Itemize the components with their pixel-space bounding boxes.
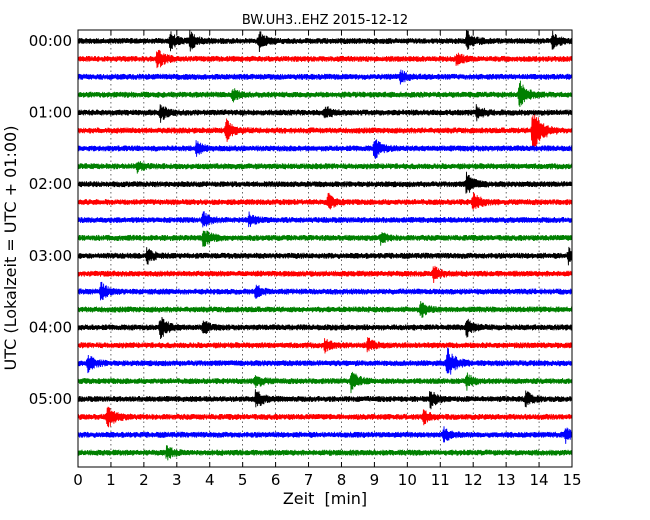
- seismogram-traces: [77, 29, 573, 461]
- y-tick-labels: 00:00 01:00 02:00 03:00 04:00 05:00: [29, 32, 72, 408]
- y-tick-label: 01:00: [29, 104, 72, 122]
- x-tick-label: 0: [73, 471, 83, 489]
- x-tick-labels: 0 1 2 3 4 5 6 7 8 9 10 11 12 13 14 15: [73, 471, 581, 489]
- y-tick-label: 05:00: [29, 390, 72, 408]
- trace-0245: [77, 230, 573, 247]
- trace-0030: [77, 69, 573, 85]
- x-tick-label: 9: [370, 471, 380, 489]
- trace-0100: [77, 104, 573, 123]
- trace-0515: [77, 406, 573, 428]
- trace-0115: [77, 114, 573, 150]
- x-tick-label: 6: [271, 471, 281, 489]
- trace-0500: [77, 389, 573, 410]
- trace-0430: [77, 347, 573, 375]
- x-tick-label: 13: [497, 471, 516, 489]
- y-axis-label: UTC (Lokalzeit = UTC + 01:00): [1, 126, 20, 371]
- chart-title: BW.UH3..EHZ 2015-12-12: [242, 13, 408, 28]
- trace-0145: [77, 161, 573, 174]
- x-tick-label: 11: [431, 471, 450, 489]
- trace-0130: [77, 139, 573, 160]
- trace-0230: [77, 211, 573, 228]
- x-tick-label: 15: [562, 471, 581, 489]
- x-tick-label: 14: [530, 471, 549, 489]
- trace-0445: [77, 371, 573, 394]
- trace-0215: [77, 192, 573, 210]
- x-tick-label: 7: [304, 471, 314, 489]
- y-tick-label: 04:00: [29, 318, 72, 336]
- trace-0415: [77, 337, 573, 354]
- x-tick-label: 10: [398, 471, 417, 489]
- y-tick-label: 02:00: [29, 175, 72, 193]
- x-tick-label: 8: [337, 471, 347, 489]
- y-tick-label: 00:00: [29, 32, 72, 50]
- plot-area: [77, 29, 573, 468]
- trace-0315: [77, 265, 573, 284]
- trace-0015: [77, 49, 573, 69]
- x-axis-label: Zeit [min]: [283, 489, 367, 508]
- trace-0045: [77, 80, 573, 108]
- trace-0300: [77, 246, 573, 266]
- y-tick-label: 03:00: [29, 247, 72, 265]
- x-tick-label: 5: [238, 471, 248, 489]
- trace-0330: [77, 281, 573, 301]
- plot-frame: [77, 29, 573, 468]
- trace-0200: [77, 171, 573, 194]
- x-tick-label: 2: [139, 471, 149, 489]
- trace-0545: [77, 445, 573, 461]
- trace-0530: [77, 426, 573, 444]
- x-tick-label: 3: [172, 471, 182, 489]
- plot-background: [78, 30, 572, 467]
- x-tick-label: 12: [464, 471, 483, 489]
- x-tick-label: 4: [205, 471, 215, 489]
- trace-0345: [77, 301, 573, 318]
- x-tick-label: 1: [106, 471, 116, 489]
- axis-ticks: [77, 30, 573, 467]
- trace-0000: [77, 29, 573, 53]
- trace-0400: [77, 316, 573, 340]
